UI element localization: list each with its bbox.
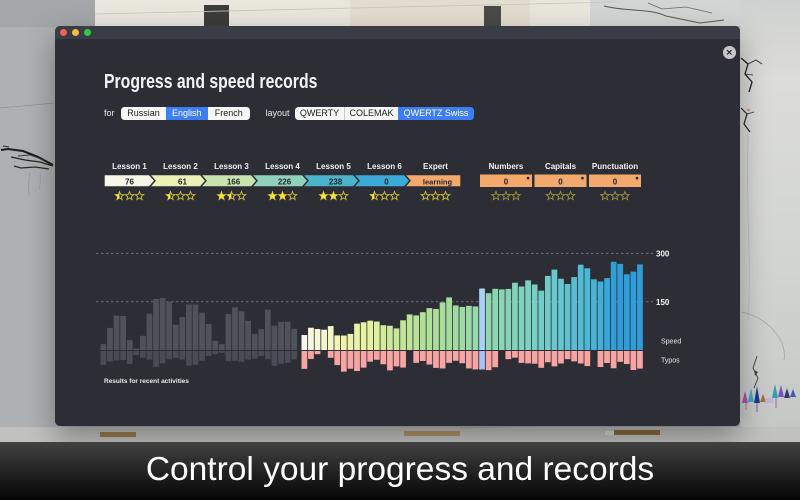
svg-text:learning: learning <box>423 177 453 186</box>
svg-text:61: 61 <box>178 177 187 186</box>
svg-text:Numbers: Numbers <box>489 162 524 171</box>
svg-text:Typos: Typos <box>661 358 680 365</box>
svg-text:Capitals: Capitals <box>545 162 577 171</box>
svg-text:0: 0 <box>384 177 389 186</box>
svg-text:Expert: Expert <box>423 162 448 171</box>
svg-text:Lesson 3: Lesson 3 <box>214 162 249 171</box>
svg-text:226: 226 <box>278 177 292 186</box>
svg-text:76: 76 <box>125 177 134 186</box>
svg-text:Lesson 5: Lesson 5 <box>316 162 351 171</box>
svg-text:Lesson 1: Lesson 1 <box>112 162 147 171</box>
svg-text:238: 238 <box>329 177 343 186</box>
svg-text:0: 0 <box>613 177 618 186</box>
svg-text:Lesson 2: Lesson 2 <box>163 162 198 171</box>
svg-text:0: 0 <box>504 177 509 186</box>
svg-text:300: 300 <box>656 250 670 259</box>
svg-text:Lesson 6: Lesson 6 <box>367 162 402 171</box>
svg-text:150: 150 <box>656 298 670 307</box>
svg-text:Punctuation: Punctuation <box>592 162 638 171</box>
svg-text:0: 0 <box>558 177 563 186</box>
svg-text:Results for recent activities: Results for recent activities <box>104 378 189 385</box>
svg-text:Lesson 4: Lesson 4 <box>265 162 300 171</box>
svg-text:166: 166 <box>227 177 241 186</box>
svg-text:Speed: Speed <box>661 339 681 346</box>
